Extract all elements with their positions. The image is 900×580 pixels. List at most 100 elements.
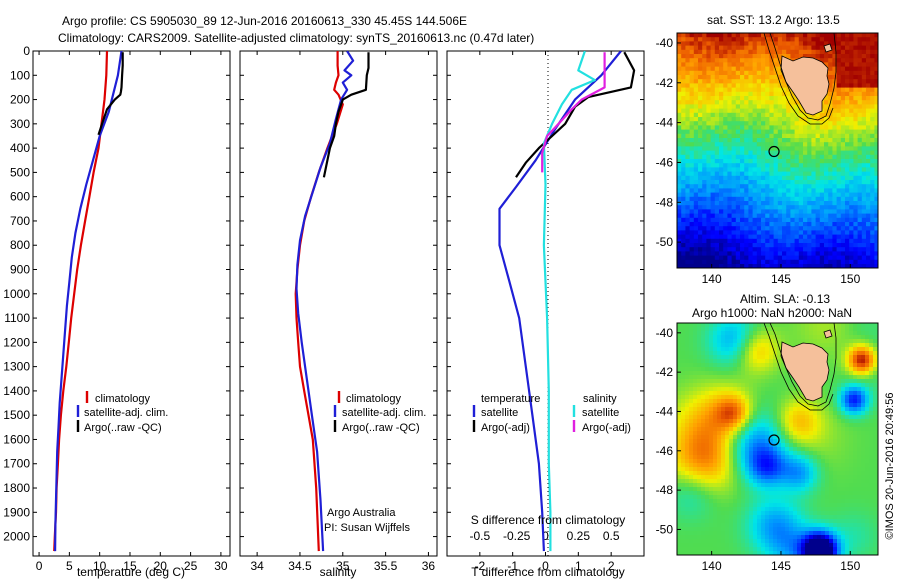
sla-heatmap-cell <box>693 399 698 404</box>
sla-heatmap-cell <box>761 391 766 396</box>
sst-heatmap-cell <box>685 234 690 240</box>
sst-heatmap-cell <box>836 154 842 160</box>
sst-heatmap-cell <box>744 264 749 268</box>
sst-heatmap-cell <box>798 209 804 214</box>
sst-heatmap-cell <box>723 209 728 214</box>
sst-heatmap-cell <box>740 129 745 135</box>
sla-heatmap-cell <box>789 415 794 420</box>
sst-heatmap-cell <box>824 133 829 139</box>
sst-heatmap-cell <box>735 184 741 189</box>
sst-heatmap-cell <box>794 133 800 139</box>
sst-heatmap-cell <box>761 133 766 139</box>
sst-heatmap-cell <box>702 70 707 76</box>
sla-heatmap-cell <box>845 367 850 372</box>
sst-heatmap-cell <box>752 175 758 181</box>
sst-heatmap-cell <box>874 54 878 59</box>
sla-heatmap-cell <box>745 467 750 472</box>
sst-heatmap-cell <box>857 96 863 101</box>
sla-heatmap-cell <box>845 411 850 416</box>
sst-heatmap-cell <box>874 150 878 156</box>
sst-heatmap-cell <box>761 201 766 206</box>
sst-heatmap-cell <box>803 154 808 160</box>
sst-heatmap-cell <box>735 175 741 181</box>
sla-heatmap-cell <box>725 427 730 432</box>
sst-heatmap-cell <box>744 217 749 223</box>
sla-heatmap-cell <box>725 351 730 356</box>
sst-heatmap-cell <box>811 159 816 164</box>
sst-heatmap-cell <box>761 146 766 151</box>
sst-heatmap-cell <box>748 75 753 80</box>
sla-heatmap-cell <box>721 335 726 340</box>
sst-heatmap-cell <box>702 91 707 97</box>
sst-heatmap-cell <box>706 91 711 97</box>
sst-heatmap-cell <box>861 146 867 151</box>
sst-heatmap-cell <box>803 222 808 227</box>
sla-heatmap-cell <box>821 411 826 416</box>
sst-heatmap-cell <box>840 159 846 164</box>
sst-heatmap-cell <box>740 230 745 235</box>
sla-heatmap-cell <box>681 475 686 480</box>
sst-heatmap-cell <box>786 205 791 210</box>
sla-heatmap-cell <box>797 407 802 412</box>
sla-heatmap-cell <box>793 443 798 448</box>
sla-heatmap-cell <box>865 363 870 368</box>
sla-heatmap-cell <box>761 387 766 392</box>
sst-heatmap-cell <box>702 58 707 63</box>
sst-heatmap-cell <box>735 45 741 51</box>
sst-heatmap-cell <box>782 112 787 118</box>
sla-heatmap-cell <box>833 355 838 360</box>
sla-heatmap-cell <box>705 375 710 380</box>
sst-heatmap-cell <box>853 238 858 244</box>
sla-heatmap-cell <box>813 419 818 424</box>
sst-heatmap-cell <box>874 222 878 227</box>
sla-heatmap-cell <box>845 455 850 460</box>
sla-heatmap-cell <box>817 443 822 448</box>
sla-heatmap-cell <box>753 323 758 328</box>
sla-heatmap-cell <box>773 467 778 472</box>
sst-heatmap-cell <box>723 129 728 135</box>
sst-heatmap-cell <box>765 238 770 244</box>
sst-heatmap-cell <box>832 146 837 151</box>
sst-heatmap-cell <box>874 247 878 252</box>
sst-heatmap-cell <box>769 45 774 51</box>
sst-heatmap-cell <box>819 146 825 151</box>
sst-heatmap-cell <box>765 167 770 172</box>
sst-heatmap-cell <box>786 142 791 147</box>
sst-heatmap-cell <box>840 87 846 93</box>
sst-heatmap-cell <box>677 243 682 248</box>
sst-heatmap-cell <box>714 117 720 122</box>
sla-heatmap-cell <box>865 335 870 340</box>
sst-heatmap-cell <box>693 226 699 231</box>
sla-heatmap-cell <box>741 439 746 444</box>
sst-heatmap-cell <box>773 180 779 185</box>
sst-heatmap-cell <box>685 243 690 248</box>
sla-heatmap-cell <box>741 351 746 356</box>
sla-heatmap-cell <box>781 371 786 376</box>
sst-heatmap-cell <box>748 209 753 214</box>
sla-heatmap-cell <box>857 371 862 376</box>
sst-heatmap-cell <box>786 117 791 122</box>
sst-heatmap-cell <box>861 100 867 105</box>
sst-heatmap-cell <box>710 255 716 261</box>
sst-heatmap-cell <box>790 112 795 118</box>
sst-heatmap-cell <box>698 41 703 46</box>
sla-heatmap-cell <box>849 375 854 380</box>
sla-heatmap-cell <box>869 443 874 448</box>
sst-heatmap-cell <box>685 150 690 156</box>
sla-heatmap-cell <box>817 459 822 464</box>
sla-heatmap-cell <box>805 403 810 408</box>
sla-heatmap-cell <box>857 387 862 392</box>
sla-heatmap-cell <box>693 379 698 384</box>
sla-heatmap-cell <box>857 407 862 412</box>
sla-heatmap-cell <box>833 367 838 372</box>
sst-heatmap-cell <box>870 184 875 189</box>
sla-heatmap-cell <box>801 335 806 340</box>
sla-heatmap-cell <box>793 423 798 428</box>
sla-heatmap-cell <box>689 427 694 432</box>
sst-heatmap-cell <box>790 133 795 139</box>
sla-heatmap-cell <box>777 427 782 432</box>
sst-heatmap-cell <box>782 154 787 160</box>
sst-heatmap-cell <box>845 45 850 51</box>
sst-heatmap-cell <box>870 209 875 214</box>
sst-heatmap-cell <box>727 234 732 240</box>
